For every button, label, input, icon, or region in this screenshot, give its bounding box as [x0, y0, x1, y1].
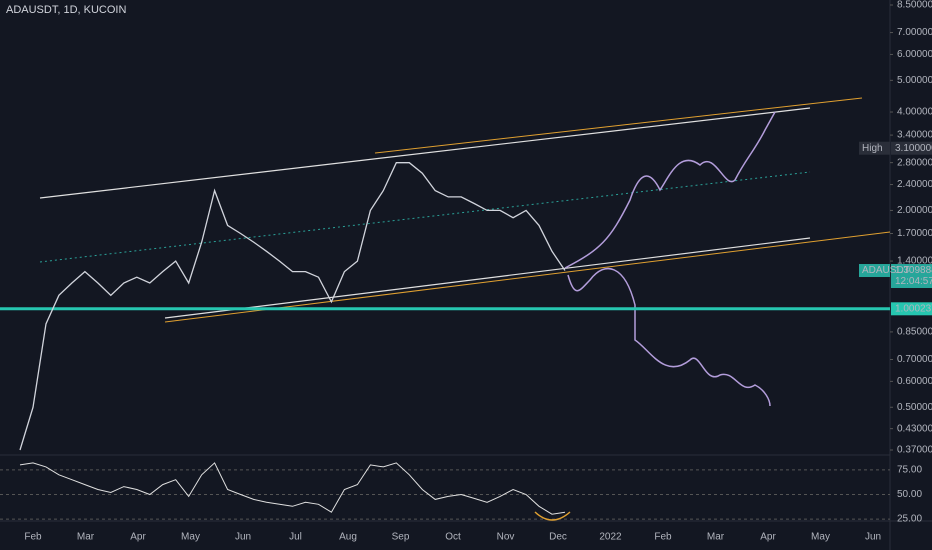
x-tick-label: Oct	[445, 532, 461, 543]
y-tick-label: 5.000000	[897, 75, 932, 86]
x-tick-label: Mar	[77, 532, 95, 543]
y-tick-label: 2.000000	[897, 205, 932, 216]
channel-top	[39, 107, 811, 199]
x-tick-label: May	[811, 532, 830, 543]
channel-bottom	[164, 237, 811, 319]
x-tick-label: Feb	[654, 532, 672, 543]
price-tag-value: 1.309884	[895, 265, 932, 276]
x-tick-label: May	[181, 532, 200, 543]
x-tick-label: Jul	[289, 532, 302, 543]
price-tag-countdown: 12:04:57	[895, 276, 932, 287]
rsi-tick-label: 25.00	[897, 514, 922, 525]
x-tick-label: Jun	[865, 532, 881, 543]
x-tick-label: Feb	[24, 532, 42, 543]
y-tick-label: 0.370000	[897, 445, 932, 456]
price-tag-label-box	[859, 141, 890, 155]
x-tick-label: Sep	[392, 532, 410, 543]
price-tag	[891, 141, 932, 155]
price-tag-label-box	[859, 264, 890, 278]
projection-down	[567, 267, 771, 407]
y-tick-label: 7.000000	[897, 27, 932, 38]
price-line	[19, 162, 566, 451]
channel-mid	[39, 171, 811, 263]
fib-top	[374, 97, 863, 154]
y-tick-label: 4.000000	[897, 107, 932, 118]
symbol-title: ADAUSDT, 1D, KUCOIN	[6, 4, 126, 16]
x-tick-label: Aug	[339, 532, 357, 543]
price-tag-label: High	[862, 143, 883, 154]
x-tick-label: Apr	[760, 532, 776, 543]
rsi-tick-label: 75.00	[897, 464, 922, 475]
x-tick-label: 2022	[599, 532, 622, 543]
x-tick-label: Apr	[130, 532, 146, 543]
price-tag-label: ADAUSDT	[862, 265, 910, 276]
rsi-line	[19, 462, 566, 515]
x-tick-label: Mar	[707, 532, 725, 543]
projection-up	[564, 111, 776, 269]
price-tag	[891, 302, 932, 316]
price-tag-value: 1.000237	[895, 303, 932, 314]
y-tick-label: 6.000000	[897, 49, 932, 60]
price-tag	[891, 264, 932, 289]
x-tick-label: Jun	[235, 532, 251, 543]
x-tick-label: Dec	[549, 532, 567, 543]
y-tick-label: 2.800000	[897, 157, 932, 168]
rsi-arc	[534, 511, 571, 521]
fib-bottom	[164, 231, 891, 323]
rsi-tick-label: 50.00	[897, 489, 922, 500]
price-tag-value: 3.100000	[895, 143, 932, 154]
x-tick-label: Nov	[497, 532, 515, 543]
